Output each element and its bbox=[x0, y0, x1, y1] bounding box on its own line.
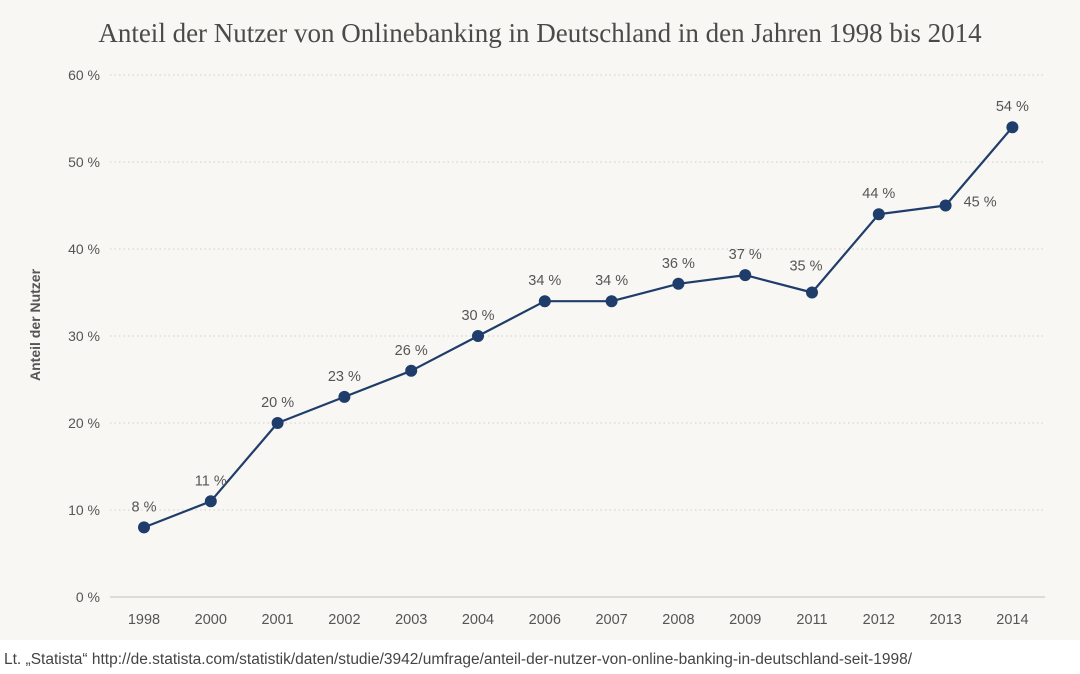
data-label: 26 % bbox=[395, 343, 428, 359]
x-tick-label: 2009 bbox=[729, 612, 761, 628]
data-label: 34 % bbox=[528, 273, 561, 289]
series-line-path bbox=[143, 126, 1014, 529]
x-tick-labels: 1998 2000 2001 2002 2003 2004 2006 2007 2008 2009… bbox=[128, 612, 1029, 628]
data-point bbox=[204, 495, 217, 508]
data-point bbox=[271, 417, 284, 429]
data-point bbox=[472, 330, 484, 342]
x-tick-label: 2013 bbox=[929, 612, 961, 628]
y-tick-labels: 0 % 10 % 20 % 30 % 40 % 50 % 60 % bbox=[68, 67, 100, 605]
x-tick-label: 2007 bbox=[595, 612, 627, 628]
line-chart: 0 % 10 % 20 % 30 % 40 % 50 % 60 % 1998 2000 2001… bbox=[27, 67, 1045, 628]
data-label: 20 % bbox=[261, 395, 294, 411]
data-point bbox=[605, 295, 618, 308]
data-point bbox=[405, 364, 418, 377]
x-tick-label: 2008 bbox=[662, 612, 694, 628]
x-tick-label: 2001 bbox=[261, 612, 293, 628]
x-tick-label: 2000 bbox=[195, 612, 227, 628]
y-tick-label: 40 % bbox=[68, 241, 100, 257]
data-point bbox=[538, 295, 551, 308]
x-tick-label: 2006 bbox=[529, 612, 561, 628]
data-label: 35 % bbox=[789, 259, 822, 275]
source-citation: Lt. „Statista“ http://de.statista.com/st… bbox=[4, 651, 913, 668]
grid-lines bbox=[110, 74, 1045, 511]
data-label: 45 % bbox=[964, 195, 997, 211]
series-points bbox=[138, 121, 1019, 534]
data-point bbox=[338, 390, 351, 403]
data-label: 44 % bbox=[862, 186, 895, 202]
data-label: 34 % bbox=[595, 273, 628, 289]
chart-title: Anteil der Nutzer von Onlinebanking in D… bbox=[98, 18, 982, 48]
y-tick-label: 20 % bbox=[68, 415, 100, 431]
series-line bbox=[143, 126, 1014, 529]
data-label: 23 % bbox=[328, 369, 361, 385]
data-label: 30 % bbox=[461, 308, 494, 324]
y-tick-label: 0 % bbox=[76, 589, 100, 605]
x-tick-label: 2011 bbox=[796, 612, 827, 628]
data-label: 8 % bbox=[132, 499, 157, 515]
data-point bbox=[739, 269, 752, 282]
y-tick-label: 30 % bbox=[68, 328, 100, 344]
data-point bbox=[872, 208, 885, 221]
x-tick-label: 1998 bbox=[128, 612, 160, 628]
y-tick-label: 10 % bbox=[68, 502, 100, 518]
x-tick-label: 2003 bbox=[395, 612, 427, 628]
data-point bbox=[806, 286, 818, 299]
data-point bbox=[939, 199, 952, 212]
x-tick-label: 2014 bbox=[996, 612, 1028, 628]
data-point bbox=[672, 277, 685, 290]
data-label: 11 % bbox=[195, 473, 227, 489]
y-axis-label: Anteil der Nutzer bbox=[27, 268, 43, 381]
x-tick-label: 2002 bbox=[328, 612, 360, 628]
data-point bbox=[138, 521, 150, 534]
data-label: 54 % bbox=[996, 99, 1029, 115]
data-label: 36 % bbox=[662, 256, 695, 272]
y-tick-label: 50 % bbox=[68, 154, 100, 170]
data-labels: 8 % 11 % 20 % 23 % 26 % 30 % 34 % 34 % 36 % 37 % 3… bbox=[132, 99, 1030, 515]
x-tick-label: 2012 bbox=[863, 612, 895, 628]
x-tick-label: 2004 bbox=[462, 612, 494, 628]
data-label: 37 % bbox=[729, 247, 762, 263]
y-tick-label: 60 % bbox=[68, 67, 100, 83]
data-point bbox=[1006, 121, 1019, 134]
chart-card: Anteil der Nutzer von Onlinebanking in D… bbox=[0, 0, 1080, 640]
